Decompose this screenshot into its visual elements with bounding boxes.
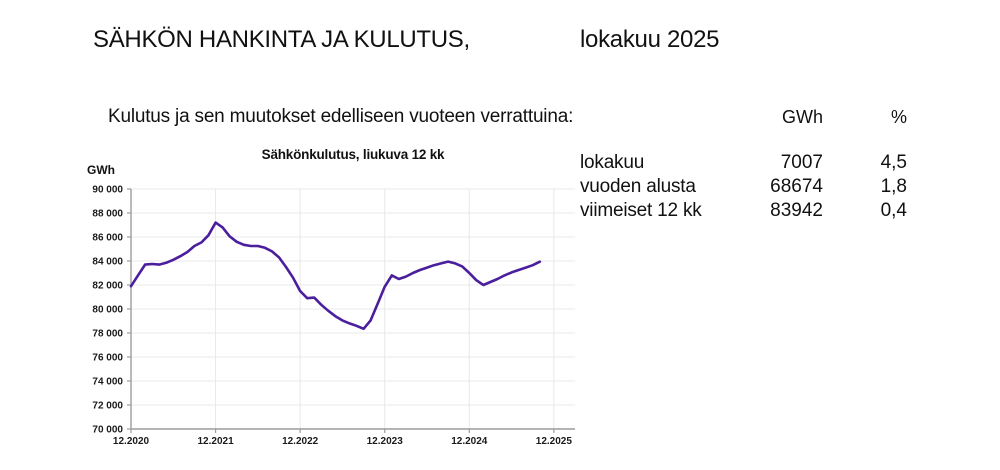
y-tick-label: 74 000: [92, 377, 123, 388]
x-tick-label: 12.2022: [282, 436, 319, 447]
y-tick-label: 86 000: [92, 233, 123, 244]
row-label: viimeiset 12 kk: [580, 200, 702, 221]
y-tick-label: 72 000: [92, 401, 123, 412]
row-gwh-value: 68674: [770, 176, 823, 197]
table-row: vuoden alusta 68674 1,8: [580, 176, 910, 200]
y-tick-label: 80 000: [92, 305, 123, 316]
x-tick-label: 12.2025: [536, 436, 573, 447]
consumption-chart: 70 000 72 000 74 000 76 000 78 000 80 000 82 0…: [60, 170, 600, 470]
y-tick-label: 88 000: [92, 209, 123, 220]
table-row: viimeiset 12 kk 83942 0,4: [580, 200, 910, 224]
x-tick-label: 12.2023: [367, 436, 404, 447]
chart-y-axis-unit: GWh: [87, 163, 115, 177]
y-tick-label: 82 000: [92, 281, 123, 292]
report-period: lokakuu 2025: [580, 26, 720, 53]
row-gwh-value: 83942: [770, 200, 823, 221]
y-tick-label: 76 000: [92, 353, 123, 364]
row-pct-value: 4,5: [880, 152, 907, 173]
row-pct-value: 1,8: [880, 176, 907, 197]
y-tick-label: 70 000: [92, 425, 123, 436]
y-tick-label: 78 000: [92, 329, 123, 340]
chart-title: Sähkönkulutus, liukuva 12 kk: [261, 147, 445, 162]
column-header-percent: %: [890, 107, 907, 127]
x-tick-label: 12.2021: [197, 436, 234, 447]
summary-caption: Kulutus ja sen muutokset edelliseen vuot…: [108, 106, 574, 127]
y-tick-label: 84 000: [92, 257, 123, 268]
x-tick-label: 12.2024: [451, 436, 488, 447]
x-tick-label: 12.2020: [113, 436, 150, 447]
page-title: SÄHKÖN HANKINTA JA KULUTUS,: [93, 26, 470, 53]
row-label: vuoden alusta: [580, 176, 696, 197]
row-pct-value: 0,4: [880, 200, 907, 221]
summary-table: lokakuu 7007 4,5 vuoden alusta 68674 1,8…: [580, 152, 910, 224]
row-label: lokakuu: [580, 152, 645, 173]
chart-canvas: 70 000 72 000 74 000 76 000 78 000 80 000 82 0…: [92, 185, 575, 447]
y-tick-label: 90 000: [92, 185, 123, 196]
row-gwh-value: 7007: [780, 152, 823, 173]
consumption-line: [129, 221, 542, 331]
column-header-gwh: GWh: [781, 107, 823, 127]
table-row: lokakuu 7007 4,5: [580, 152, 910, 176]
